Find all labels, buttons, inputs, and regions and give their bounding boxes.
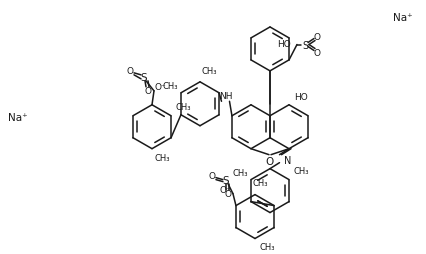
Text: Na⁺: Na⁺ — [392, 13, 412, 23]
Text: NH: NH — [218, 92, 232, 101]
Text: O⁻: O⁻ — [155, 83, 167, 92]
Text: CH₃: CH₃ — [201, 67, 217, 75]
Text: S: S — [301, 40, 307, 50]
Text: O: O — [224, 189, 231, 198]
Text: O: O — [265, 156, 273, 166]
Text: CH₃: CH₃ — [253, 178, 268, 187]
Text: CH₃: CH₃ — [259, 243, 275, 251]
Text: O: O — [313, 49, 320, 58]
Text: CH₃: CH₃ — [175, 102, 190, 111]
Text: CH₃: CH₃ — [162, 82, 178, 90]
Text: O: O — [126, 67, 133, 76]
Text: HO: HO — [294, 93, 307, 102]
Text: CH₃: CH₃ — [155, 153, 170, 162]
Text: Na⁺: Na⁺ — [8, 112, 28, 122]
Text: CH₃: CH₃ — [232, 168, 248, 177]
Text: O⁻: O⁻ — [219, 185, 230, 194]
Text: CH₃: CH₃ — [292, 166, 308, 175]
Text: HO: HO — [276, 40, 290, 49]
Text: O: O — [144, 87, 151, 96]
Text: S: S — [222, 175, 229, 185]
Text: O: O — [313, 33, 320, 42]
Text: S: S — [140, 73, 147, 83]
Text: N: N — [284, 155, 291, 165]
Text: O: O — [208, 171, 215, 180]
